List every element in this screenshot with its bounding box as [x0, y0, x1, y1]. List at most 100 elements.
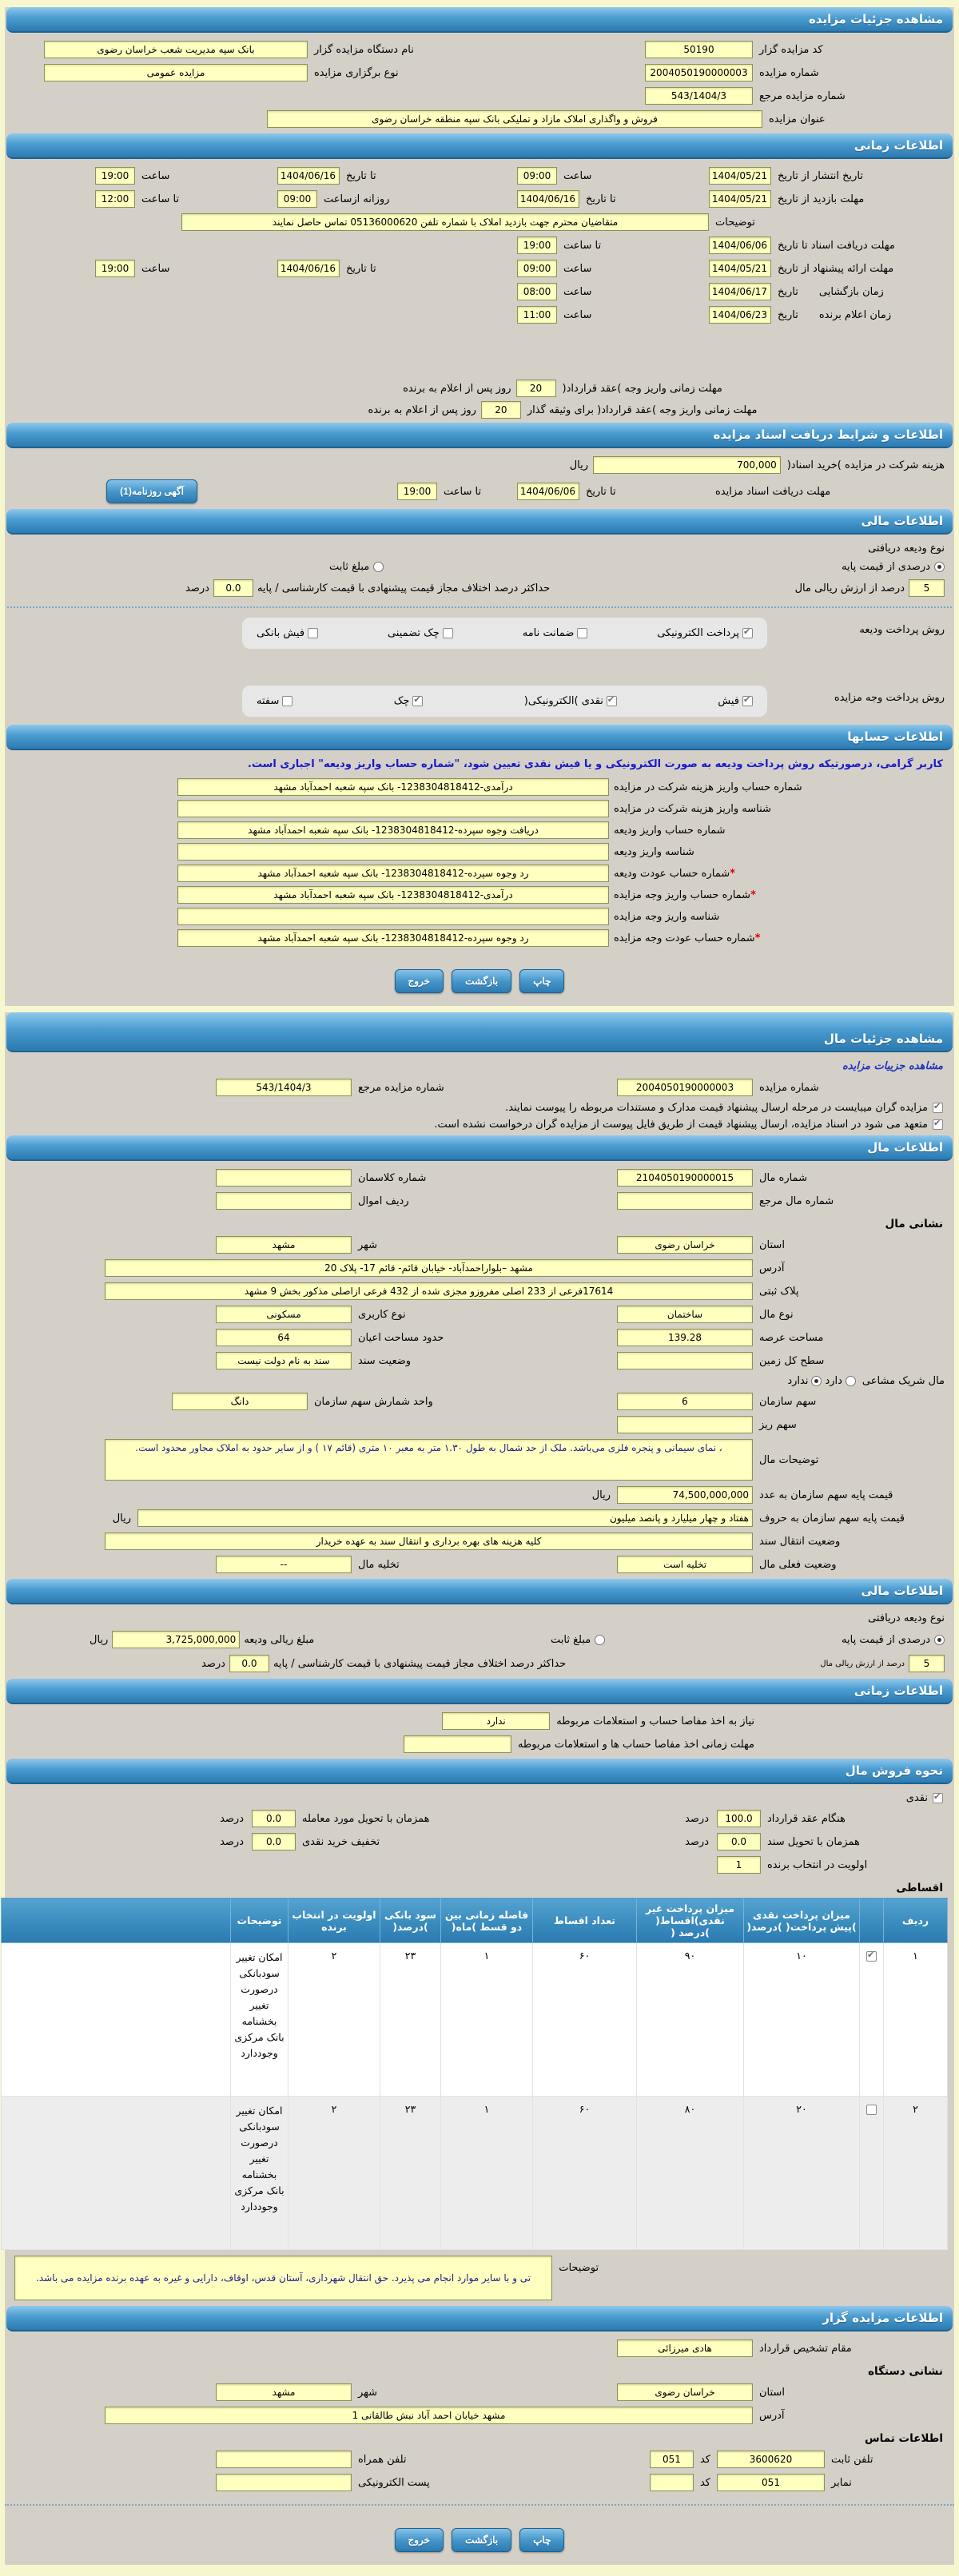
pay-method-bank-slip[interactable]: فیش بانکی — [257, 627, 319, 639]
asset-type-field[interactable]: ساختمان — [617, 1306, 753, 1323]
docs-receive-date-field[interactable]: 1404/06/06 — [517, 483, 579, 500]
account-field[interactable] — [177, 908, 609, 925]
docs-fee-field[interactable]: 700,000 — [593, 456, 781, 474]
percent-of-base-radio[interactable] — [934, 562, 945, 572]
phone-field[interactable]: 3600620 — [717, 2451, 825, 2468]
account-field[interactable]: رد وجوه سپرده-1238304818412- بانک سپه شع… — [177, 929, 609, 947]
visit-until-field[interactable]: 12:00 — [95, 190, 135, 208]
installment-row-1-checkbox[interactable] — [866, 1950, 877, 1962]
account-field[interactable] — [177, 800, 609, 817]
price-method-check[interactable]: چک — [394, 694, 424, 707]
usage-field[interactable]: مسکونی — [216, 1306, 352, 1323]
offer-hour-field[interactable]: 09:00 — [517, 260, 557, 277]
cash-sale-checkbox[interactable] — [933, 1791, 943, 1803]
auction-number-field[interactable]: 2004050190000003 — [645, 64, 753, 81]
account-field[interactable]: درآمدی-1238304818412- بانک سپه شعبه احمد… — [177, 886, 609, 904]
contract2-deadline-field[interactable]: 20 — [480, 401, 521, 419]
auction-type-field[interactable]: مزایده عمومی — [44, 64, 308, 81]
pay-method-certified-check[interactable]: چک تضمینی — [388, 627, 453, 639]
winner-date-field[interactable]: 1404/06/23 — [709, 306, 771, 324]
land-field[interactable] — [617, 1352, 753, 1369]
subshare-field[interactable] — [617, 1416, 753, 1433]
publish-date-field[interactable]: 1404/05/21 — [709, 167, 771, 185]
docs-receive-hour-field[interactable]: 19:00 — [397, 483, 437, 500]
org-name-field[interactable]: بانک سپه مدیریت شعب خراسان رضوی — [44, 41, 308, 58]
visit-from-field[interactable]: 09:00 — [277, 190, 317, 208]
email-field[interactable] — [216, 2474, 352, 2491]
partner-no-radio[interactable] — [811, 1376, 822, 1386]
asset-auction-ref-field[interactable]: 543/1404/3 — [216, 1079, 352, 1096]
price-method-promissory[interactable]: سفته — [257, 695, 293, 707]
deposit-percent-field-2[interactable]: 5 — [909, 1655, 945, 1672]
newspaper-ad-button[interactable]: آگهی روزنامه(1) — [106, 479, 197, 503]
phone-code-field[interactable]: 051 — [649, 2451, 694, 2468]
asset-auction-number-field[interactable]: 2004050190000003 — [617, 1079, 753, 1096]
bank-slip-checkbox[interactable] — [308, 628, 319, 638]
contract-deadline-field[interactable]: 20 — [515, 380, 556, 397]
fixed-amount-radio[interactable] — [373, 562, 384, 572]
promissory-checkbox[interactable] — [282, 696, 293, 706]
cash-electronic-checkbox[interactable] — [606, 694, 617, 706]
certified-check-checkbox[interactable] — [442, 628, 453, 638]
city-field[interactable]: مشهد — [216, 1236, 352, 1254]
partner-yes-radio[interactable] — [845, 1376, 856, 1386]
auctioneer-address-field[interactable]: مشهد خیابان احمد آباد نبش طالقانی 1 — [105, 2407, 753, 2424]
offer-date-field[interactable]: 1404/05/21 — [709, 260, 771, 277]
account-field[interactable] — [177, 843, 609, 861]
winner-hour-field[interactable]: 11:00 — [517, 306, 557, 324]
mobile-field[interactable] — [216, 2451, 352, 2468]
base-price-field[interactable]: 74,500,000,000 — [617, 1486, 753, 1504]
print-button[interactable]: چاپ — [519, 2528, 565, 2552]
pay-method-guarantee[interactable]: ضمانت نامه — [523, 627, 588, 639]
address-field[interactable]: مشهد –بلواراحمدآباد- خیابان قائم- قائم 1… — [105, 1259, 753, 1277]
province-field[interactable]: خراسان رضوی — [617, 1236, 753, 1254]
docs-deadline-hour-field[interactable]: 19:00 — [517, 237, 557, 254]
share-unit-field[interactable]: دانگ — [172, 1393, 308, 1410]
account-field[interactable]: درآمدی-1238304818412- بانک سپه شعبه احمد… — [177, 778, 609, 796]
pay-method-electronic[interactable]: پرداخت الکترونیکی — [657, 626, 753, 639]
visit-to-date-field[interactable]: 1404/06/16 — [517, 190, 579, 208]
price-method-cash-electronic[interactable]: نقدی )الکترونیکی( — [524, 694, 617, 707]
asset-number-field[interactable]: 2104050190000015 — [617, 1169, 753, 1187]
auction-code-field[interactable]: 50190 — [645, 41, 753, 58]
max-diff-field-2[interactable]: 0.0 — [229, 1655, 269, 1672]
at-deed-field[interactable]: 0.0 — [717, 1833, 761, 1851]
building-area-field[interactable]: 64 — [216, 1329, 352, 1346]
plate-field[interactable]: 17614فرعی از 233 اصلی مفروزو مجزی شده از… — [105, 1282, 753, 1300]
share-field[interactable]: 6 — [617, 1393, 753, 1410]
auction-ref-field[interactable]: 543/1404/3 — [645, 87, 753, 105]
percent-of-base-radio-2[interactable] — [934, 1634, 945, 1645]
publish-to-date-field[interactable]: 1404/06/16 — [277, 167, 340, 185]
timing-note-field[interactable]: متقاضیان محترم جهت بازدید املاک با شماره… — [181, 213, 709, 231]
fax-field[interactable]: 051 — [717, 2474, 825, 2491]
exit-button[interactable]: خروج — [394, 2528, 444, 2552]
offer-to-hour-field[interactable]: 19:00 — [95, 260, 135, 277]
evacuation-field[interactable]: -- — [216, 1556, 352, 1573]
attachment-note-2-checkbox[interactable] — [933, 1118, 943, 1130]
fax-code-field[interactable] — [649, 2474, 694, 2491]
deposit-amount-field[interactable]: 3,725,000,000 — [112, 1631, 241, 1648]
check-checkbox[interactable] — [412, 694, 424, 706]
deposit-percent-field[interactable]: 5 — [909, 579, 945, 597]
transfer-status-field[interactable]: کلیه هزینه های بهره برداری و انتقال سند … — [105, 1532, 753, 1550]
asset-class-field[interactable] — [216, 1169, 352, 1187]
at-delivery-field[interactable]: 0.0 — [252, 1810, 296, 1827]
at-contract-field[interactable]: 100.0 — [717, 1810, 761, 1827]
auctioneer-city-field[interactable]: مشهد — [216, 2383, 352, 2401]
sale-note-field[interactable]: تی و با سایر موارد انجام می پذیرد. حق ان… — [14, 2256, 553, 2300]
opening-hour-field[interactable]: 08:00 — [517, 283, 557, 300]
slip-checkbox[interactable] — [742, 694, 753, 706]
installment-row-2-checkbox[interactable] — [866, 2105, 877, 2115]
clearance-field[interactable]: ندارد — [442, 1712, 551, 1730]
opening-date-field[interactable]: 1404/06/17 — [709, 283, 771, 300]
asset-row-field[interactable] — [216, 1192, 352, 1210]
clearance-deadline-field[interactable] — [403, 1735, 511, 1753]
back-button[interactable]: بازگشت — [452, 2528, 512, 2552]
auction-details-link[interactable]: مشاهده جزییات مزایده — [842, 1060, 943, 1072]
asset-desc-field[interactable]: ، نمای سیمانی و پنجره فلزی می‌باشد. ملک … — [105, 1439, 753, 1481]
account-field[interactable]: دریافت وجوه سپرده-1238304818412- بانک سپ… — [177, 821, 609, 839]
base-price-words-field[interactable]: هفتاد و چهار میلیارد و پانصد میلیون — [137, 1509, 753, 1527]
account-field[interactable]: رد وجوه سپرده-1238304818412- بانک سپه شع… — [177, 865, 609, 882]
visit-date-field[interactable]: 1404/05/21 — [709, 190, 771, 208]
cash-discount-field[interactable]: 0.0 — [252, 1833, 296, 1851]
